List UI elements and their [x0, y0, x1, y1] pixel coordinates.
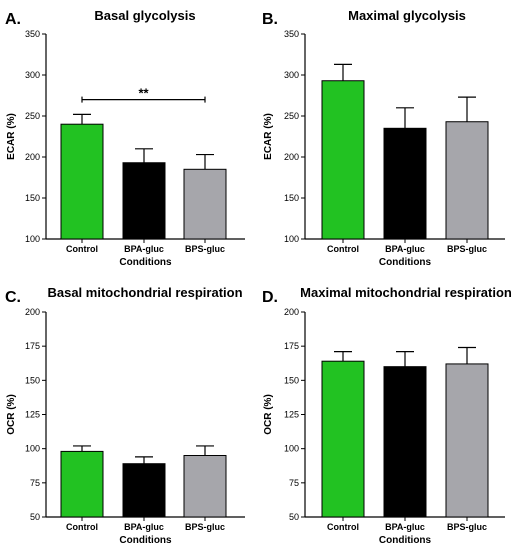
panel-a-y-tick-label: 100 [25, 234, 40, 244]
panel-d-y-tick-label: 200 [284, 307, 299, 317]
panel-a-title: Basal glycolysis [94, 8, 195, 23]
panel-b-y-tick-label: 150 [284, 193, 299, 203]
panel-b-bar-control [321, 80, 365, 240]
panel-c-title: Basal mitochondrial respiration [47, 285, 242, 300]
panel-b-category-label: Control [327, 244, 359, 254]
panel-c-x-axis-label: Conditions [119, 535, 172, 546]
panel-c-category-label: BPA-gluc [124, 522, 164, 532]
panel-b-y-tick-label: 250 [284, 111, 299, 121]
panel-d-y-tick-label: 150 [284, 375, 299, 385]
panel-c-bar-bpa-gluc [122, 463, 166, 518]
panel-b-bar-bps-gluc [445, 121, 489, 240]
panel-b-y-tick-label: 350 [284, 29, 299, 39]
panel-a-bar-bpa-gluc [122, 162, 166, 240]
panel-a-letter: A. [5, 11, 21, 28]
panel-d-y-tick-label: 125 [284, 410, 299, 420]
panel-d-title: Maximal mitochondrial respiration [300, 285, 512, 300]
panel-b-y-tick-label: 200 [284, 152, 299, 162]
panel-a-bar-control [60, 123, 104, 240]
panel-c-y-tick-label: 175 [25, 341, 40, 351]
panel-b-letter: B. [262, 11, 278, 28]
panel-b-y-tick-label: 300 [284, 70, 299, 80]
panel-d-letter: D. [262, 289, 278, 306]
panel-d-y-axis-label: OCR (%) [263, 394, 274, 435]
panel-c-y-tick-label: 100 [25, 444, 40, 454]
panel-c-y-tick-label: 50 [30, 512, 40, 522]
panel-a-category-label: Control [66, 244, 98, 254]
panel-b-x-axis-label: Conditions [379, 257, 432, 268]
panel-d-category-label: Control [327, 522, 359, 532]
panel-b-y-tick-label: 100 [284, 234, 299, 244]
panel-d-category-label: BPS-gluc [447, 522, 487, 532]
panel-a-y-axis-label: ECAR (%) [6, 113, 17, 160]
panel-b-bar-bpa-gluc [383, 127, 427, 240]
panel-a-category-label: BPA-gluc [124, 244, 164, 254]
panel-c-bar-control [60, 450, 104, 518]
panel-d-y-tick-label: 100 [284, 444, 299, 454]
panel-d-bar-control [321, 360, 365, 518]
panel-b-title: Maximal glycolysis [348, 8, 466, 23]
panel-a-y-tick-label: 300 [25, 70, 40, 80]
panel-a-bar-bps-gluc [183, 168, 227, 240]
panel-b-category-label: BPA-gluc [385, 244, 425, 254]
panel-c-bar-bps-gluc [183, 455, 227, 518]
panel-c-y-tick-label: 125 [25, 410, 40, 420]
panel-d-bar-bpa-gluc [383, 366, 427, 518]
panel-a-y-tick-label: 200 [25, 152, 40, 162]
panel-c-category-label: BPS-gluc [185, 522, 225, 532]
panel-d-bar-bps-gluc [445, 363, 489, 518]
panel-c-letter: C. [5, 289, 21, 306]
panel-a-category-label: BPS-gluc [185, 244, 225, 254]
panel-a-y-tick-label: 350 [25, 29, 40, 39]
panel-c-category-label: Control [66, 522, 98, 532]
panel-d-y-tick-label: 75 [289, 478, 299, 488]
panel-a-y-tick-label: 150 [25, 193, 40, 203]
panel-d-y-tick-label: 175 [284, 341, 299, 351]
panel-a-significance-label: ** [138, 86, 149, 101]
panel-a-y-tick-label: 250 [25, 111, 40, 121]
panel-d-y-tick-label: 50 [289, 512, 299, 522]
panel-c-y-tick-label: 75 [30, 478, 40, 488]
panel-b-category-label: BPS-gluc [447, 244, 487, 254]
panel-d-x-axis-label: Conditions [379, 535, 432, 546]
panel-b-y-axis-label: ECAR (%) [263, 113, 274, 160]
panel-c-y-tick-label: 200 [25, 307, 40, 317]
panel-c-y-tick-label: 150 [25, 375, 40, 385]
panel-a-x-axis-label: Conditions [119, 257, 172, 268]
panel-c-y-axis-label: OCR (%) [6, 394, 17, 435]
panel-d-category-label: BPA-gluc [385, 522, 425, 532]
